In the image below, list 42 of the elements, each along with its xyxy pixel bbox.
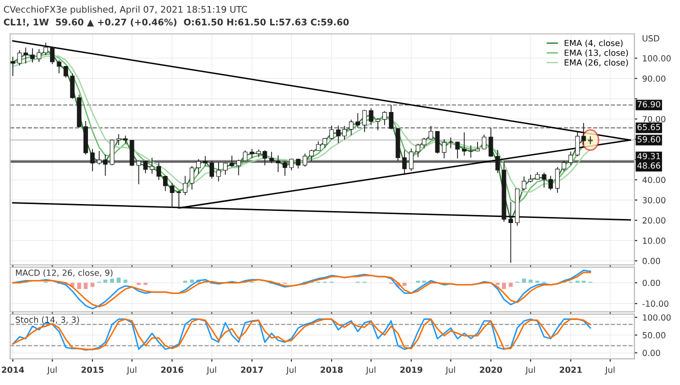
x-tick-label: Jul	[286, 366, 296, 374]
legend-label: EMA (4, close)	[564, 40, 623, 48]
chart-title: CVecchioFX3e published, April 07, 2021 18:51:19 UTC	[4, 6, 248, 15]
ref-line-label: 48.66	[637, 162, 660, 169]
x-tick-label: 2015	[82, 366, 104, 373]
x-tick-label: Jul	[126, 366, 136, 374]
x-tick-label: 2014	[2, 366, 24, 373]
x-tick-label: 2021	[560, 366, 582, 373]
y-tick-label: 50.00	[642, 332, 666, 338]
x-tick-label: 2018	[320, 366, 343, 373]
chart-title: Stoch (14, 3, 3)	[16, 316, 79, 324]
y-tick-label: 70.00	[642, 116, 666, 122]
x-tick-label: 2017	[241, 366, 263, 373]
y-tick-label: 20.00	[642, 217, 666, 224]
ref-line-label: 59.60	[638, 136, 660, 142]
x-tick-label: Jul	[206, 366, 216, 374]
ref-line-label: 76.90	[638, 101, 660, 108]
y-tick-label: 0.00	[642, 350, 660, 356]
x-tick-label: Jul	[46, 366, 57, 374]
legend-label: EMA (26, close)	[564, 59, 628, 67]
y-axis-title: USD	[642, 35, 660, 42]
y-tick-label: 0.00	[642, 258, 660, 264]
x-tick-label: Jul	[445, 366, 455, 374]
x-tick-label: Jul	[525, 366, 535, 374]
y-tick-label: 100.00	[642, 55, 671, 62]
y-tick-label: -10.00	[642, 300, 668, 307]
y-tick-label: 0.00	[642, 280, 660, 286]
chart-title: MACD (12, 26, close, 9)	[16, 269, 112, 277]
x-tick-label: 2016	[161, 366, 184, 373]
x-tick-label: Jul	[366, 366, 376, 374]
legend-label: EMA (13, close)	[564, 49, 628, 57]
y-tick-label: 90.00	[642, 75, 666, 82]
x-tick-label: 2020	[480, 366, 502, 373]
y-tick-label: 30.00	[642, 197, 666, 204]
y-tick-label: 100.00	[642, 314, 671, 321]
ref-line-label: 65.65	[638, 124, 660, 130]
y-tick-label: 10.00	[642, 238, 666, 244]
x-tick-label: 2019	[400, 366, 422, 373]
y-tick-label: 40.00	[642, 176, 666, 184]
ref-line-label: 49.31	[637, 152, 660, 160]
chart-subtitle: CL1!, 1W 59.60 ▲ +0.27 (+0.46%) O:61.50 H:61.50 L:57.63 C:59.60	[4, 18, 349, 27]
x-tick-label: Jul	[604, 366, 614, 374]
